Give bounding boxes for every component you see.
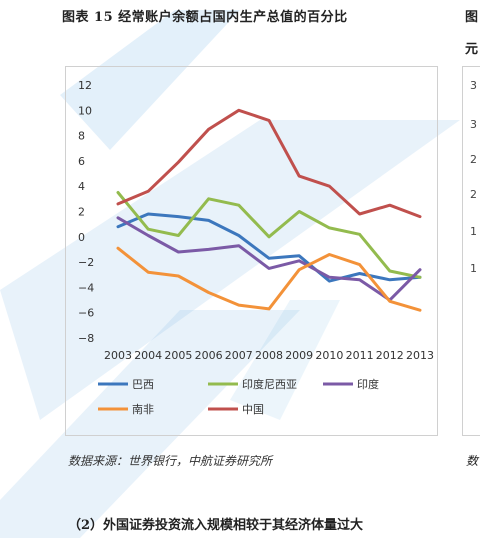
legend-label: 南非 <box>132 403 154 416</box>
legend-label: 中国 <box>242 403 264 416</box>
series-line-印度尼西亚 <box>116 191 422 279</box>
legend-label: 印度 <box>357 377 379 391</box>
right-chart-tick: 3 <box>470 79 477 92</box>
x-tick-label: 2004 <box>134 349 162 362</box>
y-tick-label: −4 <box>78 281 94 294</box>
legend-label: 巴西 <box>132 378 154 391</box>
y-tick-label: −2 <box>78 256 94 269</box>
legend-label: 印度尼西亚 <box>242 377 297 391</box>
y-tick-label: 0 <box>78 231 85 244</box>
series-line-巴西 <box>116 212 422 283</box>
x-tick-label: 2008 <box>255 349 283 362</box>
right-figure-title-fragment: 图 <box>465 10 479 25</box>
x-tick-label: 2009 <box>285 349 313 362</box>
x-tick-label: 2006 <box>195 349 223 362</box>
y-tick-label: 6 <box>78 155 85 168</box>
series-line-南非 <box>116 246 422 312</box>
y-tick-label: 8 <box>78 130 85 143</box>
section-heading: （2）外国证券投资流入规模相较于其经济体量过大 <box>68 518 364 533</box>
series-line-印度 <box>116 216 422 302</box>
x-tick-label: 2013 <box>406 349 434 362</box>
chart-frame <box>65 66 438 436</box>
y-tick-label: −6 <box>78 307 94 320</box>
x-tick-label: 2003 <box>104 349 132 362</box>
right-chart-frame <box>462 66 480 436</box>
y-tick-label: −8 <box>78 332 94 345</box>
x-tick-label: 2012 <box>376 349 404 362</box>
right-chart-tick: 1 <box>470 262 477 275</box>
right-chart-tick: 3 <box>470 118 477 131</box>
data-source-note: 数据来源：世界银行，中航证券研究所 <box>68 454 273 468</box>
right-data-source-fragment: 数 <box>466 454 479 468</box>
x-tick-label: 2010 <box>315 349 343 362</box>
x-tick-label: 2005 <box>164 349 192 362</box>
right-chart-tick: 2 <box>470 188 477 201</box>
y-tick-label: 10 <box>78 104 92 117</box>
series-line-中国 <box>116 108 422 219</box>
right-chart-tick: 1 <box>470 225 477 238</box>
figure-title: 图表 15 经常账户余额占国内生产总值的百分比 <box>62 10 348 25</box>
x-tick-label: 2011 <box>346 349 374 362</box>
y-tick-label: 2 <box>78 206 85 219</box>
x-tick-label: 2007 <box>225 349 253 362</box>
y-tick-label: 4 <box>78 180 85 193</box>
y-tick-label: 12 <box>78 79 92 92</box>
right-chart-tick: 2 <box>470 153 477 166</box>
right-figure-title-fragment-2: 元 <box>465 42 479 57</box>
